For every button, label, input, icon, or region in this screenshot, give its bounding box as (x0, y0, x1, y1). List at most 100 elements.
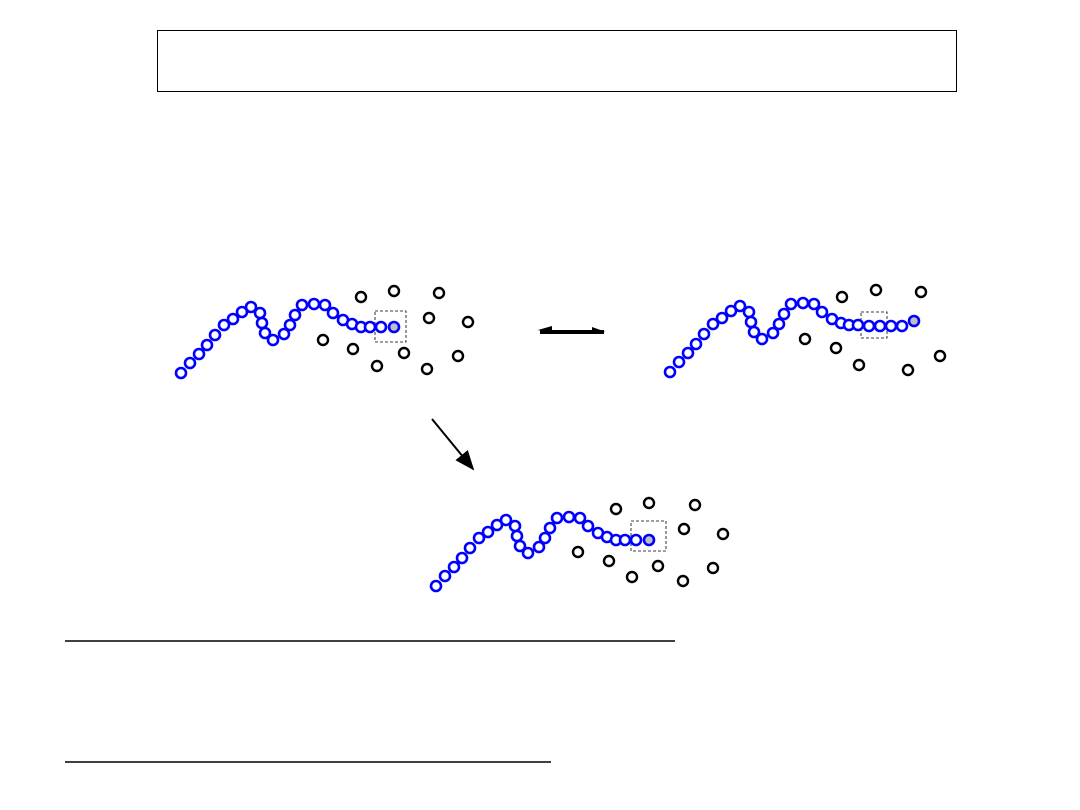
free-particle (835, 290, 849, 304)
free-particle (688, 498, 702, 512)
free-particle (420, 362, 434, 376)
chain-bead (573, 511, 587, 525)
free-particle (387, 284, 401, 298)
chain-bead (663, 365, 677, 379)
chain-bead (513, 539, 527, 553)
chain-bead (307, 297, 321, 311)
chain-bead (217, 318, 231, 332)
free-particle (829, 341, 843, 355)
free-particle (901, 363, 915, 377)
chain-bead (438, 569, 452, 583)
chain-bead (747, 325, 761, 339)
chain-bead (208, 328, 222, 342)
free-particle (676, 574, 690, 588)
free-particle (370, 359, 384, 373)
chain-bead (226, 312, 240, 326)
chain-bead (455, 551, 469, 565)
chain-end-bead (642, 533, 656, 547)
chain-bead (183, 356, 197, 370)
chain-bead (266, 333, 280, 347)
free-particle (422, 311, 436, 325)
active-site-box (630, 520, 667, 552)
chain-bead (538, 531, 552, 545)
chain-end-bead (387, 320, 401, 334)
chain-bead (521, 546, 535, 560)
chain-bead (510, 529, 524, 543)
chain-bead (363, 320, 377, 334)
chain-bead (862, 319, 876, 333)
chain-bead (295, 298, 309, 312)
chain-bead (253, 306, 267, 320)
active-site-box (374, 310, 407, 343)
chain-bead (796, 296, 810, 310)
chain-bead (733, 299, 747, 313)
chain-bead (235, 305, 249, 319)
panel-state-after-branch (429, 496, 730, 593)
chain-bead (174, 366, 188, 380)
chain-bead (697, 327, 711, 341)
reversible-arrow (538, 326, 606, 334)
panel-state-after-reversible (663, 283, 947, 379)
chain-bead (255, 316, 269, 330)
chain-bead (472, 531, 486, 545)
free-particle (451, 349, 465, 363)
chain-bead (244, 300, 258, 314)
chain-bead (851, 318, 865, 332)
chain-bead (629, 533, 643, 547)
chain-bead (772, 317, 786, 331)
chain-bead (463, 541, 477, 555)
chain-bead (447, 560, 461, 574)
chain-bead (777, 307, 791, 321)
free-particle (716, 527, 730, 541)
free-particle (706, 561, 720, 575)
chain-bead (581, 519, 595, 533)
chain-bead (895, 319, 909, 333)
free-particle (354, 290, 368, 304)
free-particle (432, 286, 446, 300)
chain-bead (277, 327, 291, 341)
chain-bead (543, 521, 557, 535)
chain-bead (499, 513, 513, 527)
free-particle (798, 332, 812, 346)
free-particle (609, 502, 623, 516)
chain-bead (508, 519, 522, 533)
chain-bead (807, 297, 821, 311)
chain-bead (618, 533, 632, 547)
chain-bead (784, 297, 798, 311)
chain-bead (815, 305, 829, 319)
chain-bead (374, 320, 388, 334)
free-particle (602, 554, 616, 568)
chain-bead (550, 511, 564, 525)
free-particle (914, 285, 928, 299)
chain-bead (766, 326, 780, 340)
free-particle (869, 283, 883, 297)
title-box (157, 30, 957, 92)
panel-state-before (174, 284, 475, 380)
chain-bead (884, 319, 898, 333)
chain-bead (672, 355, 686, 369)
chain-bead (200, 338, 214, 352)
free-particle (316, 333, 330, 347)
chain-bead (192, 347, 206, 361)
free-particle (571, 545, 585, 559)
free-particle (397, 346, 411, 360)
free-particle (933, 349, 947, 363)
free-particle (461, 315, 475, 329)
free-particle (651, 559, 665, 573)
chain-bead (562, 510, 576, 524)
chain-bead (706, 317, 720, 331)
chain-bead (681, 346, 695, 360)
chain-bead (326, 306, 340, 320)
chain-bead (742, 305, 756, 319)
chain-bead (258, 326, 272, 340)
chain-bead (744, 315, 758, 329)
chain-end-bead (907, 314, 921, 328)
chain-bead (481, 525, 495, 539)
chain-bead (689, 337, 703, 351)
chain-bead (724, 304, 738, 318)
chain-bead (873, 319, 887, 333)
chain-bead (283, 318, 297, 332)
chain-bead (490, 518, 504, 532)
free-particle (346, 342, 360, 356)
transition-arrow (431, 418, 475, 471)
